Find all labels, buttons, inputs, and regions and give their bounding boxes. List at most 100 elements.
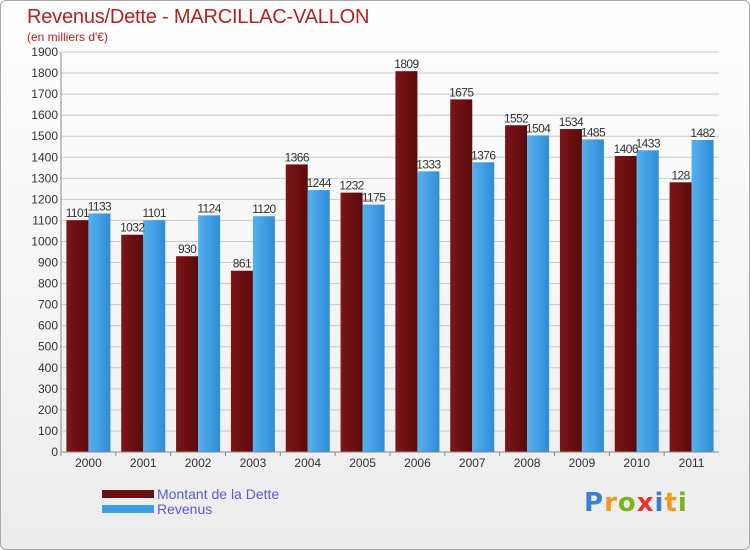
grid-layer [61,51,719,453]
y-tick-label: 400 [38,361,58,375]
bar-revenue [362,204,385,452]
x-tick-label: 2002 [185,456,212,470]
data-label-debt: 1232 [339,179,364,193]
bar-debt [395,71,418,452]
x-tick-label: 2006 [404,456,431,470]
data-label-revenue: 1433 [636,136,661,150]
axis-layer: 0 100 200 300 400 500 600 700 800 900 1000 1100 1200… [31,45,719,470]
data-label-debt: 1675 [449,85,474,99]
data-label-debt: 930 [178,242,197,256]
bar-revenue [143,220,166,452]
y-tick-label: 1700 [31,87,58,101]
data-label-revenue: 1482 [690,126,715,140]
y-tick-label: 700 [38,298,58,312]
legend-label-revenue: Revenus [157,501,213,517]
bar-layer [66,71,714,453]
data-label-debt: 128 [671,168,690,182]
chart-title: Revenus/Dette - MARCILLAC-VALLON [27,6,370,28]
data-label-debt: 1406 [614,142,639,156]
proxiti-logo: Proxiti [584,488,688,518]
bar-debt [176,256,199,452]
bar-revenue [307,190,330,452]
data-label-debt: 1552 [504,111,529,125]
data-label-revenue: 1124 [197,201,221,215]
data-label-revenue: 1504 [526,121,551,135]
data-label-revenue: 1175 [362,191,386,205]
bar-debt [230,270,253,452]
x-tick-label: 2007 [459,456,486,470]
data-label-debt: 1101 [66,206,90,220]
bar-debt [121,234,144,452]
data-label-revenue: 1333 [416,157,441,171]
logo-letter: i [677,488,688,518]
legend-swatch-revenue [102,505,154,513]
bar-debt [66,220,89,452]
bar-revenue [527,135,550,453]
data-label-debt: 1534 [559,115,584,129]
x-tick-label: 2009 [569,456,596,470]
logo-letter: x [636,488,655,518]
y-tick-label: 1800 [31,66,58,80]
logo-letter: t [664,488,678,518]
data-label-revenue: 1485 [581,125,606,139]
x-tick-label: 2008 [514,456,541,470]
x-tick-label: 2010 [623,456,650,470]
chart-subtitle: (en milliers d'€) [27,30,108,44]
bar-debt [285,164,308,452]
bar-revenue [88,213,111,452]
y-tick-label: 200 [38,403,58,417]
y-tick-label: 1900 [31,45,58,59]
bar-debt [450,99,473,453]
logo-letter: r [604,488,618,518]
x-tick-label: 2005 [349,456,376,470]
bar-revenue [691,140,714,452]
data-label-revenue: 1101 [143,206,167,220]
bar-debt [340,192,363,452]
bar-revenue [472,162,495,452]
bar-revenue [252,216,275,452]
legend-label-debt: Montant de la Dette [157,486,280,502]
logo-letter: P [584,488,605,518]
y-tick-label: 1200 [31,192,58,206]
data-label-debt: 861 [233,257,252,271]
y-tick-label: 800 [38,277,58,291]
y-tick-label: 1100 [32,213,58,227]
y-tick-label: 1600 [31,108,58,122]
x-tick-label: 2000 [75,456,102,470]
y-tick-label: 600 [38,319,58,333]
bar-revenue [198,215,221,452]
data-label-debt: 1032 [120,221,145,235]
bar-revenue [636,150,659,452]
bar-revenue [581,139,604,453]
bar-debt [505,125,528,453]
x-tick-label: 2003 [240,456,267,470]
y-tick-label: 1000 [31,234,58,248]
data-label-revenue: 1133 [88,199,112,213]
legend-swatch-debt [102,490,154,498]
x-tick-label: 2004 [294,456,321,470]
data-label-debt: 1366 [285,150,310,164]
x-tick-label: 2011 [679,456,705,470]
y-tick-label: 300 [38,382,58,396]
data-label-revenue: 1120 [252,202,276,216]
bar-debt [614,156,637,452]
y-tick-label: 0 [51,445,58,459]
y-tick-label: 1500 [31,129,58,143]
logo-letter: o [617,488,637,518]
bar-revenue [417,171,440,453]
x-tick-label: 2001 [130,456,157,470]
bar-debt [669,182,692,452]
y-tick-label: 1300 [31,171,58,185]
y-tick-label: 900 [38,256,58,270]
data-label-revenue: 1376 [471,148,496,162]
logo-letter: i [654,488,665,518]
y-tick-label: 500 [38,340,58,354]
y-tick-label: 100 [38,424,58,438]
y-tick-label: 1400 [31,150,58,164]
data-label-debt: 1809 [394,57,419,71]
data-label-revenue: 1244 [307,176,332,190]
bar-debt [559,129,582,453]
